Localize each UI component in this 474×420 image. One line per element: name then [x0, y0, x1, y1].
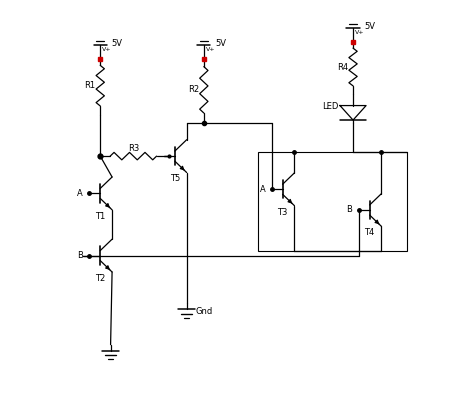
Text: 5V: 5V: [111, 39, 122, 48]
Text: 5V: 5V: [364, 22, 375, 32]
Text: T5: T5: [170, 174, 180, 184]
Text: R3: R3: [128, 144, 139, 153]
Text: T3: T3: [277, 207, 288, 217]
Text: T1: T1: [95, 212, 105, 221]
Text: A: A: [260, 185, 265, 194]
Text: B: B: [77, 251, 83, 260]
Text: A: A: [77, 189, 83, 198]
Text: V+: V+: [355, 30, 365, 35]
Text: B: B: [346, 205, 353, 215]
Bar: [258, 152, 407, 252]
Text: T2: T2: [95, 274, 105, 283]
Text: Gnd: Gnd: [196, 307, 213, 316]
Text: R4: R4: [337, 63, 348, 71]
Text: R2: R2: [188, 85, 199, 94]
Text: 5V: 5V: [215, 39, 226, 48]
Text: V+: V+: [206, 47, 215, 52]
Text: R1: R1: [84, 81, 95, 90]
Text: V+: V+: [102, 47, 112, 52]
Text: T4: T4: [365, 228, 375, 237]
Text: LED: LED: [322, 102, 338, 111]
